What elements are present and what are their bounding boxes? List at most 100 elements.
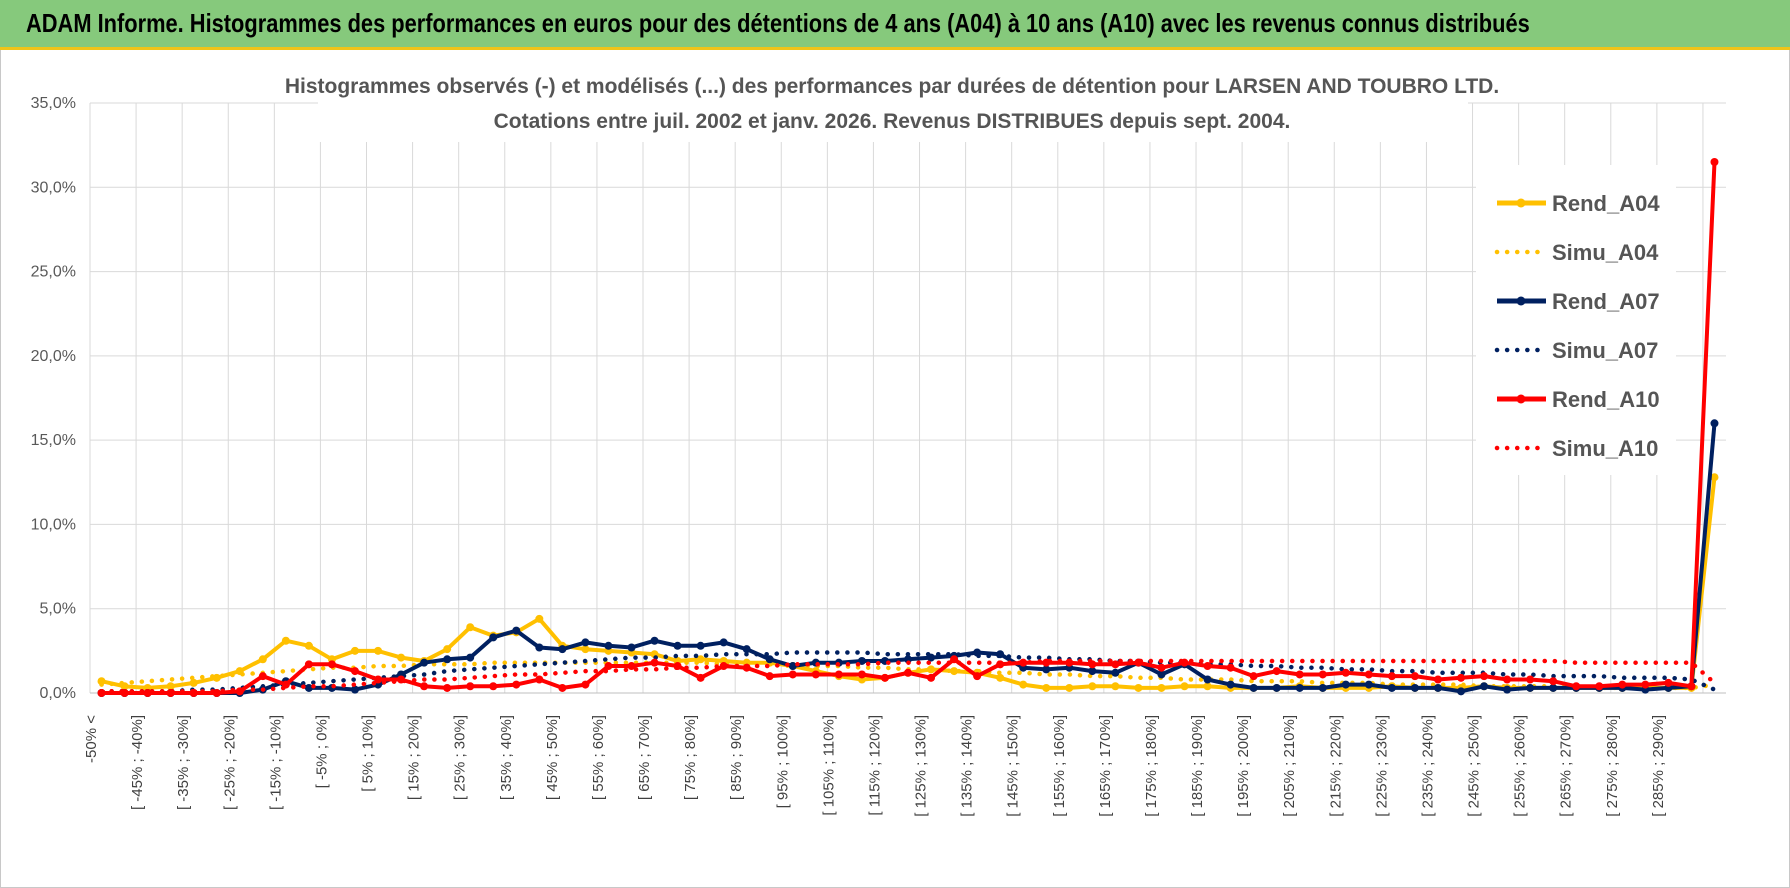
data-point-rend-a04 — [1134, 683, 1143, 692]
data-point-rend-a10 — [627, 662, 636, 671]
y-tick-label: 35,0% — [31, 95, 76, 112]
data-point-rend-a10 — [1526, 675, 1535, 684]
legend-label-rend-a04: Rend_A04 — [1552, 191, 1660, 216]
series-line-simu-a10 — [99, 658, 1717, 694]
data-point-rend-a10 — [811, 670, 820, 679]
x-tick-label: [ 15% ; 20%] — [406, 715, 423, 800]
data-point-rend-a07 — [1272, 683, 1281, 692]
data-point-rend-a10 — [1710, 158, 1719, 166]
page-title: ADAM Informe. Histogrammes des performan… — [26, 8, 1530, 38]
legend-label-simu-a07: Simu_A07 — [1552, 338, 1658, 363]
data-point-rend-a10 — [1341, 668, 1350, 677]
data-point-rend-a10 — [1111, 660, 1120, 669]
data-point-rend-a04 — [1180, 682, 1189, 691]
y-tick-label: 30,0% — [31, 179, 76, 196]
data-point-rend-a10 — [1641, 680, 1650, 689]
data-point-rend-a07 — [512, 626, 521, 635]
legend-marker-rend-a10 — [1516, 394, 1526, 404]
data-point-rend-a10 — [1019, 658, 1028, 667]
data-point-rend-a10 — [1203, 662, 1212, 671]
x-tick-label: [ 155% ; 160%] — [1051, 715, 1068, 817]
data-point-rend-a10 — [950, 655, 959, 664]
data-point-rend-a10 — [1318, 670, 1327, 679]
data-point-rend-a07 — [788, 662, 797, 671]
x-tick-label: [ 105% ; 110%] — [820, 715, 837, 816]
x-tick-label: [ 215% ; 220%] — [1327, 715, 1344, 817]
data-point-rend-a10 — [973, 672, 982, 681]
data-point-rend-a04 — [350, 646, 359, 655]
x-tick-label: [ 125% ; 130%] — [913, 715, 930, 817]
x-tick-label: [ 285% ; 290%] — [1650, 715, 1667, 817]
x-tick-label: [ -15% ; -10%] — [267, 715, 284, 810]
chart-series — [97, 158, 1719, 697]
data-point-rend-a04 — [1710, 473, 1719, 482]
data-point-rend-a07 — [1088, 667, 1097, 676]
x-tick-label: [ 235% ; 240%] — [1419, 715, 1436, 817]
data-point-rend-a10 — [788, 670, 797, 679]
data-point-rend-a10 — [1572, 682, 1581, 691]
data-point-rend-a10 — [1664, 678, 1673, 687]
data-point-rend-a04 — [1157, 683, 1166, 692]
x-tick-label: [ 165% ; 170%] — [1097, 715, 1114, 817]
x-tick-label: [ 255% ; 260%] — [1512, 715, 1529, 817]
data-point-rend-a10 — [604, 662, 613, 671]
data-point-rend-a10 — [1295, 670, 1304, 679]
data-point-rend-a10 — [1480, 672, 1489, 681]
x-tick-label: [ 115% ; 120%] — [866, 715, 883, 816]
x-tick-label: [ 25% ; 30%] — [452, 715, 469, 800]
data-point-rend-a04 — [1203, 682, 1212, 691]
data-point-rend-a10 — [327, 660, 336, 669]
data-point-rend-a04 — [1111, 682, 1120, 691]
x-tick-label: [ 275% ; 280%] — [1604, 715, 1621, 817]
data-point-rend-a10 — [696, 673, 705, 682]
x-tick-label: [ 55% ; 60%] — [590, 715, 607, 800]
chart-legend: Rend_A04 Simu_A04 Rend_A07 Simu_A07 Rend_A10… — [1494, 191, 1660, 461]
data-point-rend-a07 — [304, 683, 313, 692]
x-tick-label: [ 35% ; 40%] — [498, 715, 515, 800]
data-point-rend-a07 — [443, 655, 452, 664]
data-point-rend-a10 — [1433, 675, 1442, 684]
data-point-rend-a07 — [1526, 683, 1535, 692]
data-point-rend-a07 — [350, 685, 359, 694]
data-point-rend-a04 — [374, 646, 383, 655]
x-tick-label: [ 265% ; 270%] — [1558, 715, 1575, 817]
data-point-rend-a10 — [857, 670, 866, 679]
data-point-rend-a10 — [834, 670, 843, 679]
x-tick-label: [ 145% ; 150%] — [1005, 715, 1022, 817]
data-point-rend-a04 — [443, 645, 452, 654]
data-point-rend-a07 — [466, 653, 475, 662]
data-point-rend-a10 — [1618, 680, 1627, 689]
data-point-rend-a10 — [143, 689, 152, 697]
data-point-rend-a10 — [1364, 670, 1373, 679]
data-point-rend-a04 — [97, 677, 106, 686]
legend-label-simu-a04: Simu_A04 — [1552, 240, 1659, 265]
data-point-rend-a07 — [1457, 687, 1466, 696]
series-line-simu-a07 — [99, 650, 1717, 694]
data-point-rend-a07 — [1410, 683, 1419, 692]
data-point-rend-a07 — [558, 645, 567, 654]
data-point-rend-a07 — [650, 636, 659, 645]
x-tick-label: [ 135% ; 140%] — [959, 715, 976, 817]
x-tick-label: [ -25% ; -20%] — [221, 715, 238, 810]
data-point-rend-a07 — [420, 658, 429, 667]
data-point-rend-a10 — [927, 673, 936, 682]
data-point-rend-a10 — [1272, 667, 1281, 676]
data-point-rend-a04 — [281, 636, 290, 645]
data-point-rend-a07 — [489, 633, 498, 642]
data-point-rend-a07 — [1157, 670, 1166, 679]
data-point-rend-a07 — [1226, 680, 1235, 689]
data-point-rend-a07 — [719, 638, 728, 647]
legend-label-rend-a07: Rend_A07 — [1552, 289, 1660, 314]
x-tick-label: [ 45% ; 50%] — [544, 715, 561, 800]
data-point-rend-a04 — [996, 673, 1005, 682]
data-point-rend-a07 — [1042, 665, 1051, 674]
data-point-rend-a07 — [1549, 683, 1558, 692]
data-point-rend-a10 — [581, 680, 590, 689]
y-tick-label: 20,0% — [31, 348, 76, 365]
data-point-rend-a07 — [1480, 682, 1489, 691]
x-tick-label: [ 225% ; 230%] — [1373, 715, 1390, 817]
data-point-rend-a04 — [304, 641, 313, 650]
data-point-rend-a07 — [627, 643, 636, 652]
x-tick-label: [ 65% ; 70%] — [636, 715, 653, 800]
data-point-rend-a07 — [604, 641, 613, 650]
